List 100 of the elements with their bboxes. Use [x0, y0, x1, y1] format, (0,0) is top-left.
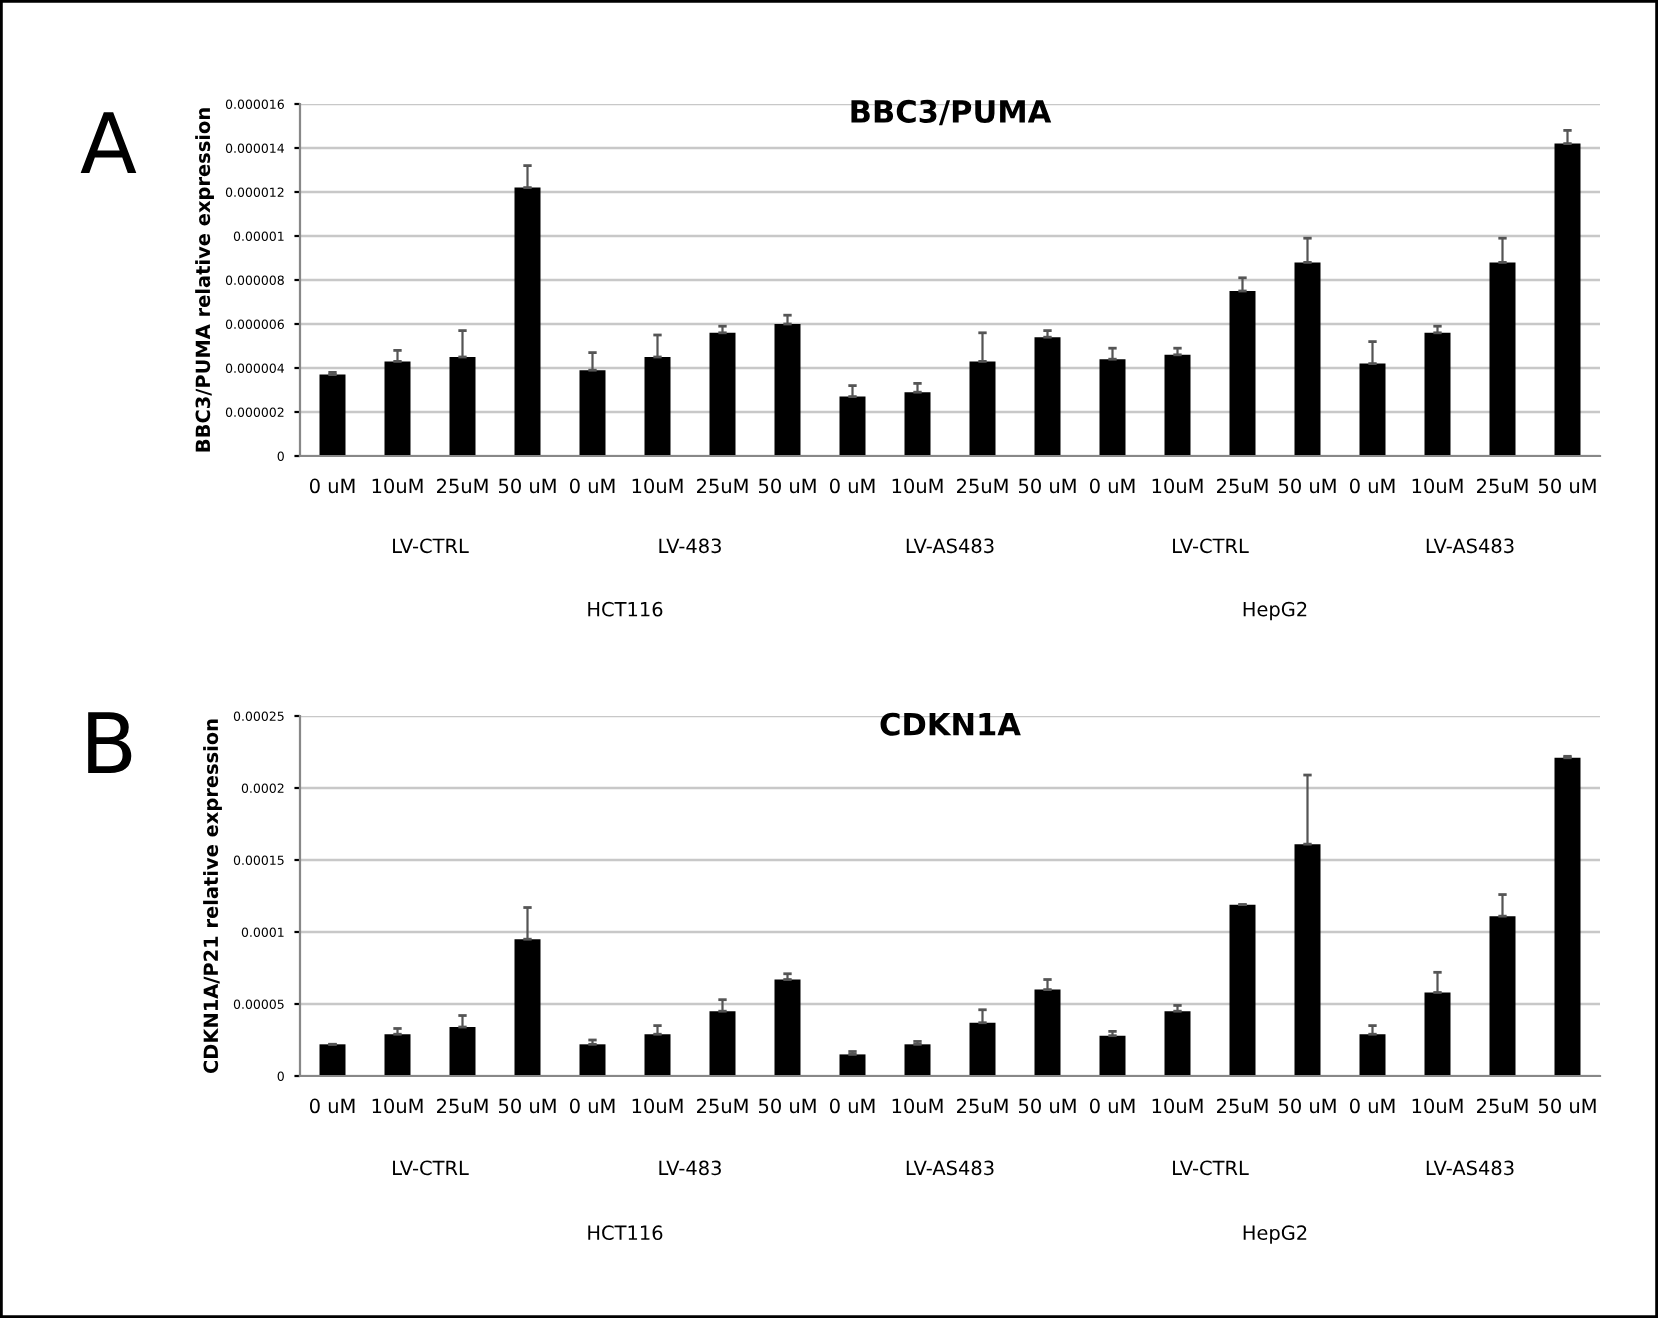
x-tick-label: 10uM	[892, 478, 943, 494]
bar	[1294, 844, 1321, 1076]
bar	[904, 1044, 931, 1076]
bar	[1034, 989, 1061, 1076]
bar	[579, 1044, 606, 1076]
x-tick-label: 25uM	[957, 478, 1008, 494]
x-tick-label: 0 uM	[1349, 478, 1395, 494]
bar	[1229, 291, 1256, 456]
x-tick-label: 25uM	[697, 1098, 748, 1114]
x-tick-label: 0 uM	[829, 478, 875, 494]
text: LV-CTRL	[393, 1160, 469, 1176]
x-tick-label: 0 uM	[1349, 1098, 1395, 1114]
x-tick-label: 50 uM	[758, 1098, 816, 1114]
bar	[579, 370, 606, 456]
x-tick-label: 0 uM	[829, 1098, 875, 1114]
x-tick-label: 25uM	[957, 1098, 1008, 1114]
text: LV-AS483	[906, 538, 994, 554]
x-tick-label: 50 uM	[758, 478, 816, 494]
y-axis-title: CDKN1A/P21 relative expression	[203, 719, 222, 1074]
bar	[384, 361, 411, 456]
x-tick-label: 0 uM	[569, 478, 615, 494]
x-tick-label: 10uM	[892, 1098, 943, 1114]
bar	[839, 396, 866, 456]
text: LV-483	[659, 1160, 721, 1176]
bar	[904, 392, 931, 456]
x-tick-label: 25uM	[697, 478, 748, 494]
text: A	[80, 112, 137, 173]
x-tick-label: 25uM	[1477, 478, 1528, 494]
x-tick-label: 50 uM	[498, 478, 556, 494]
text: LV-AS483	[1426, 1160, 1514, 1176]
bar	[969, 1022, 996, 1076]
x-tick-label: 10uM	[1152, 1098, 1203, 1114]
chart-title: BBC3/PUMA	[851, 99, 1052, 126]
bar	[1489, 916, 1516, 1076]
x-tick-label: 50 uM	[1278, 1098, 1336, 1114]
x-tick-label: 50 uM	[1538, 1098, 1596, 1114]
x-tick-label: 10uM	[632, 478, 683, 494]
x-tick-label: 0 uM	[1089, 478, 1135, 494]
bar	[1554, 757, 1581, 1076]
text: HCT116	[588, 1225, 663, 1241]
x-tick-label: 50 uM	[1538, 478, 1596, 494]
text: HCT116	[588, 601, 663, 617]
bar	[319, 374, 346, 456]
text: HepG2	[1243, 1225, 1307, 1244]
x-tick-label: 10uM	[1412, 478, 1463, 494]
x-tick-label: 25uM	[1477, 1098, 1528, 1114]
bar	[514, 939, 541, 1076]
bar	[644, 357, 671, 456]
bar	[1294, 262, 1321, 456]
x-tick-label: 25uM	[437, 1098, 488, 1114]
bar	[1164, 1011, 1191, 1076]
text: LV-CTRL	[1173, 538, 1249, 554]
bar	[1359, 1034, 1386, 1076]
text: LV-CTRL	[1173, 1160, 1249, 1176]
bar	[644, 1034, 671, 1076]
bar	[1489, 262, 1516, 456]
bar	[384, 1034, 411, 1076]
x-tick-label: 10uM	[1152, 478, 1203, 494]
x-tick-label: 10uM	[372, 1098, 423, 1114]
text: LV-AS483	[1426, 538, 1514, 554]
bar	[1099, 1035, 1126, 1076]
x-tick-label: 25uM	[437, 478, 488, 494]
text: HepG2	[1243, 601, 1307, 621]
x-tick-label: 0 uM	[309, 478, 355, 494]
x-tick-label: 0 uM	[309, 1098, 355, 1114]
text: B	[88, 712, 132, 773]
bar	[319, 1044, 346, 1076]
bar	[709, 332, 736, 456]
bar	[709, 1011, 736, 1076]
bar	[1164, 354, 1191, 456]
bar	[1229, 904, 1256, 1076]
bar	[969, 361, 996, 456]
bar	[514, 187, 541, 456]
x-tick-label: 0 uM	[569, 1098, 615, 1114]
bar	[1099, 359, 1126, 456]
x-tick-label: 50 uM	[1278, 478, 1336, 494]
text: LV-483	[659, 538, 721, 554]
bar	[774, 979, 801, 1076]
x-tick-label: 10uM	[372, 478, 423, 494]
text: LV-CTRL	[393, 538, 469, 554]
x-tick-label: 10uM	[1412, 1098, 1463, 1114]
bar	[449, 357, 476, 456]
bar	[1554, 143, 1581, 456]
bar	[1424, 992, 1451, 1076]
chart-title: CDKN1A	[880, 712, 1021, 736]
bar	[839, 1054, 866, 1076]
bar	[1359, 363, 1386, 456]
x-tick-label: 50 uM	[1018, 478, 1076, 494]
x-tick-label: 50 uM	[1018, 1098, 1076, 1114]
bar	[1034, 337, 1061, 456]
x-tick-label: 0 uM	[1089, 1098, 1135, 1114]
x-tick-label: 25uM	[1217, 478, 1268, 494]
y-axis-title: BBC3/PUMA relative expression	[195, 108, 214, 452]
x-tick-label: 25uM	[1217, 1098, 1268, 1114]
x-tick-label: 10uM	[632, 1098, 683, 1114]
text: LV-AS483	[906, 1160, 994, 1176]
x-tick-label: 50 uM	[498, 1098, 556, 1114]
bar	[774, 324, 801, 456]
bar	[1424, 332, 1451, 456]
bar	[449, 1027, 476, 1076]
